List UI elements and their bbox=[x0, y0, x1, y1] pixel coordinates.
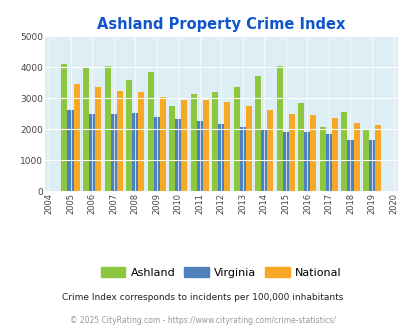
Bar bbox=[67, 110, 73, 191]
Bar bbox=[175, 119, 181, 191]
Bar bbox=[147, 72, 153, 191]
Bar bbox=[319, 127, 325, 191]
Bar bbox=[61, 64, 67, 191]
Bar bbox=[276, 66, 282, 191]
Bar bbox=[95, 87, 101, 191]
Bar bbox=[116, 91, 122, 191]
Bar bbox=[224, 102, 230, 191]
Bar bbox=[89, 114, 95, 191]
Bar bbox=[132, 113, 138, 191]
Bar bbox=[212, 92, 218, 191]
Bar bbox=[341, 112, 347, 191]
Bar bbox=[282, 132, 288, 191]
Bar bbox=[298, 103, 304, 191]
Bar bbox=[202, 100, 208, 191]
Title: Ashland Property Crime Index: Ashland Property Crime Index bbox=[97, 17, 345, 32]
Bar bbox=[169, 106, 175, 191]
Bar bbox=[233, 87, 239, 191]
Bar bbox=[374, 125, 380, 191]
Bar bbox=[353, 123, 359, 191]
Legend: Ashland, Virginia, National: Ashland, Virginia, National bbox=[96, 262, 345, 282]
Bar bbox=[153, 116, 159, 191]
Bar bbox=[218, 124, 224, 191]
Bar bbox=[83, 67, 89, 191]
Bar bbox=[104, 66, 110, 191]
Bar bbox=[288, 114, 294, 191]
Bar bbox=[310, 115, 315, 191]
Bar bbox=[267, 110, 273, 191]
Bar bbox=[196, 121, 202, 191]
Bar bbox=[325, 134, 331, 191]
Bar bbox=[304, 132, 310, 191]
Text: © 2025 CityRating.com - https://www.cityrating.com/crime-statistics/: © 2025 CityRating.com - https://www.city… bbox=[70, 315, 335, 325]
Bar bbox=[261, 130, 267, 191]
Bar bbox=[159, 97, 165, 191]
Bar bbox=[368, 140, 374, 191]
Bar bbox=[331, 118, 337, 191]
Bar bbox=[110, 114, 116, 191]
Bar bbox=[347, 140, 353, 191]
Bar bbox=[126, 80, 132, 191]
Bar bbox=[255, 76, 261, 191]
Bar bbox=[239, 127, 245, 191]
Bar bbox=[190, 94, 196, 191]
Text: Crime Index corresponds to incidents per 100,000 inhabitants: Crime Index corresponds to incidents per… bbox=[62, 292, 343, 302]
Bar bbox=[73, 84, 79, 191]
Bar bbox=[362, 129, 368, 191]
Bar bbox=[138, 91, 144, 191]
Bar bbox=[245, 106, 251, 191]
Bar bbox=[181, 100, 187, 191]
